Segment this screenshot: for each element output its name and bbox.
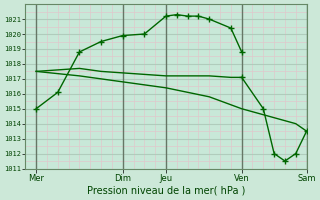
- X-axis label: Pression niveau de la mer( hPa ): Pression niveau de la mer( hPa ): [87, 186, 245, 196]
